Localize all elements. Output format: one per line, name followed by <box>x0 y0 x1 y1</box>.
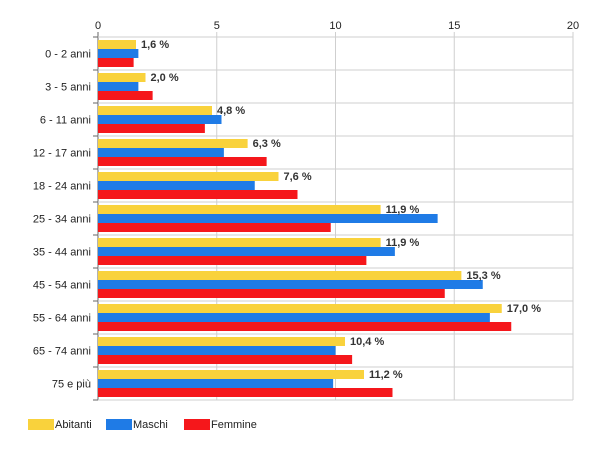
bar-femmine <box>98 124 205 133</box>
legend-swatch-femmine <box>184 419 210 430</box>
bar-maschi <box>98 379 334 388</box>
bar-maschi <box>98 313 490 322</box>
data-label: 11,9 % <box>386 204 420 216</box>
bar-maschi <box>98 181 255 190</box>
category-label: 12 - 17 anni <box>33 148 91 160</box>
category-label: 6 - 11 anni <box>40 115 91 127</box>
bar-maschi <box>98 82 139 91</box>
legend-label-femmine: Femmine <box>211 419 257 431</box>
category-label: 18 - 24 anni <box>33 181 91 193</box>
bar-abitanti <box>98 271 462 280</box>
data-label: 11,2 % <box>369 369 403 381</box>
bar-abitanti <box>98 205 381 214</box>
data-label: 15,3 % <box>466 270 500 282</box>
bar-maschi <box>98 247 395 256</box>
data-label: 10,4 % <box>350 336 384 348</box>
x-tick-label: 5 <box>214 20 220 32</box>
data-label: 6,3 % <box>253 138 281 150</box>
data-label: 1,6 % <box>141 39 169 51</box>
bar-femmine <box>98 289 445 298</box>
category-label: 3 - 5 anni <box>45 82 91 94</box>
category-label: 0 - 2 anni <box>45 49 91 61</box>
x-tick-label: 0 <box>95 20 101 32</box>
data-label: 11,9 % <box>386 237 420 249</box>
data-label: 2,0 % <box>151 72 179 84</box>
bar-femmine <box>98 355 353 364</box>
legend-swatch-maschi <box>106 419 132 430</box>
data-label: 7,6 % <box>284 171 312 183</box>
x-tick-label: 15 <box>448 20 460 32</box>
bar-abitanti <box>98 370 364 379</box>
bar-maschi <box>98 280 483 289</box>
legend-swatch-abitanti <box>28 419 54 430</box>
bar-abitanti <box>98 172 279 181</box>
bar-maschi <box>98 115 222 124</box>
bar-femmine <box>98 190 298 199</box>
category-label: 65 - 74 anni <box>33 346 91 358</box>
bar-femmine <box>98 223 331 232</box>
category-label: 25 - 34 anni <box>33 214 91 226</box>
bar-femmine <box>98 322 512 331</box>
data-label: 17,0 % <box>507 303 541 315</box>
bar-abitanti <box>98 304 502 313</box>
legend-label-abitanti: Abitanti <box>55 419 92 431</box>
category-label: 75 e più <box>52 379 91 391</box>
x-tick-label: 10 <box>329 20 341 32</box>
bar-femmine <box>98 388 393 397</box>
bar-femmine <box>98 256 367 265</box>
bar-abitanti <box>98 40 136 49</box>
bar-maschi <box>98 148 224 157</box>
bar-maschi <box>98 214 438 223</box>
bar-abitanti <box>98 73 146 82</box>
category-label: 55 - 64 anni <box>33 313 91 325</box>
bar-femmine <box>98 91 153 100</box>
data-label: 4,8 % <box>217 105 245 117</box>
bar-abitanti <box>98 238 381 247</box>
category-label: 45 - 54 anni <box>33 280 91 292</box>
bar-femmine <box>98 58 134 67</box>
x-tick-label: 20 <box>567 20 579 32</box>
bar-abitanti <box>98 106 212 115</box>
bar-abitanti <box>98 337 345 346</box>
bar-abitanti <box>98 139 248 148</box>
bar-femmine <box>98 157 267 166</box>
bar-maschi <box>98 49 139 58</box>
legend-label-maschi: Maschi <box>133 419 168 431</box>
bar-maschi <box>98 346 336 355</box>
category-label: 35 - 44 anni <box>33 247 91 259</box>
